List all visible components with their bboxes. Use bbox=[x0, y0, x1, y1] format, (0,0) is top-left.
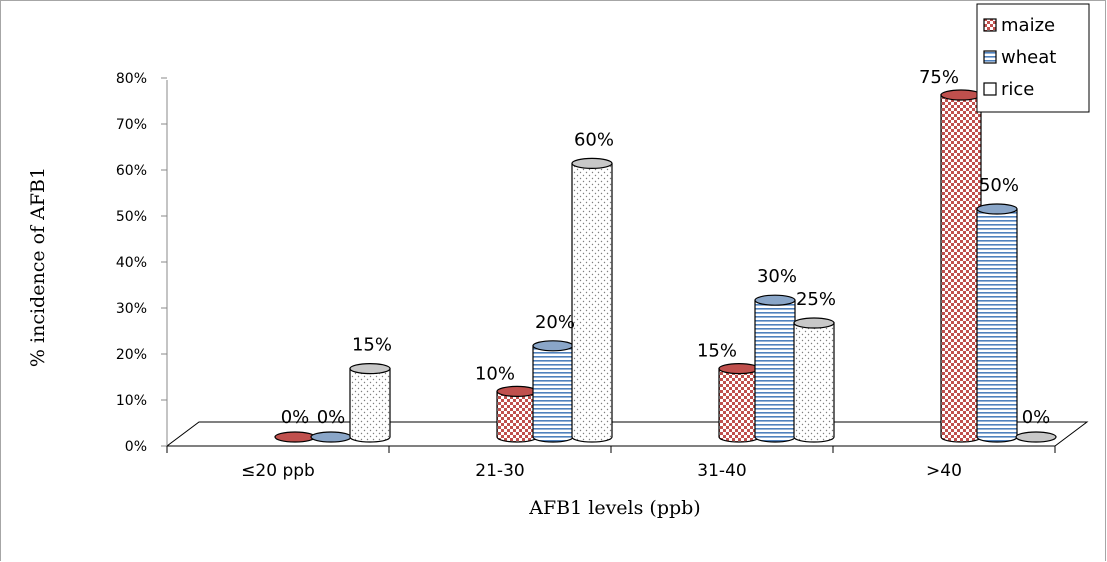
legend-swatch-wheat bbox=[983, 50, 997, 64]
data-label-rice: 25% bbox=[796, 289, 836, 310]
x-tick-label: 31-40 bbox=[697, 461, 746, 481]
bar-rice bbox=[571, 157, 613, 443]
y-tick-label: 10% bbox=[116, 393, 147, 409]
x-tick-label: 21-30 bbox=[475, 461, 524, 481]
legend-label-wheat: wheat bbox=[1001, 47, 1056, 68]
data-label-maize: 75% bbox=[919, 67, 959, 88]
data-label-wheat: 50% bbox=[979, 175, 1019, 196]
data-label-wheat: 0% bbox=[317, 407, 346, 428]
y-tick-label: 70% bbox=[116, 117, 147, 133]
data-label-wheat: 20% bbox=[535, 312, 575, 333]
data-label-maize: 15% bbox=[697, 341, 737, 362]
data-labels: 0% 0% 15% 10% 20% 60% 15% 30%25% 75% 50% 0% bbox=[281, 67, 1051, 428]
bar-maize bbox=[274, 431, 316, 443]
bar-maize bbox=[496, 385, 538, 443]
y-tick-label: 30% bbox=[116, 301, 147, 317]
bar-maize bbox=[940, 89, 982, 443]
x-tick-label: >40 bbox=[926, 461, 962, 481]
bar-maize bbox=[718, 363, 760, 443]
legend-label-maize: maize bbox=[1001, 15, 1055, 36]
y-axis-ticks: 0% 10% 20% 30% 40% 50% 60% 70% 80% bbox=[116, 71, 167, 455]
y-tick-label: 0% bbox=[125, 439, 147, 455]
bar-wheat bbox=[754, 294, 796, 443]
bar-rice bbox=[1015, 431, 1057, 443]
bar-rice bbox=[349, 363, 391, 443]
y-tick-label: 60% bbox=[116, 163, 147, 179]
data-label-rice: 60% bbox=[574, 129, 614, 150]
data-label-rice: 0% bbox=[1022, 407, 1051, 428]
legend-label-rice: rice bbox=[1001, 79, 1034, 100]
legend: maize wheat rice bbox=[976, 3, 1090, 113]
data-label-rice: 15% bbox=[352, 335, 392, 356]
data-label-maize: 0% bbox=[281, 407, 310, 428]
bars bbox=[274, 89, 1057, 443]
y-tick-label: 50% bbox=[116, 209, 147, 225]
y-tick-label: 40% bbox=[116, 255, 147, 271]
y-axis-title: % incidence of AFB1 bbox=[27, 167, 49, 367]
bar-wheat bbox=[532, 340, 574, 443]
bar-rice bbox=[793, 317, 835, 443]
legend-swatch-maize bbox=[983, 18, 997, 32]
x-axis-ticks: ≤20 ppb 21-30 31-40 >40 bbox=[166, 446, 1056, 481]
bar-wheat bbox=[310, 431, 352, 443]
x-tick-label: ≤20 ppb bbox=[241, 461, 315, 481]
bar-wheat bbox=[976, 203, 1018, 443]
x-axis-title: AFB1 levels (ppb) bbox=[528, 497, 700, 519]
y-tick-label: 80% bbox=[116, 71, 147, 87]
data-label-maize: 10% bbox=[475, 363, 515, 384]
data-label-wheat: 30% bbox=[757, 266, 797, 287]
y-tick-label: 20% bbox=[116, 347, 147, 363]
legend-swatch-rice bbox=[983, 82, 997, 96]
